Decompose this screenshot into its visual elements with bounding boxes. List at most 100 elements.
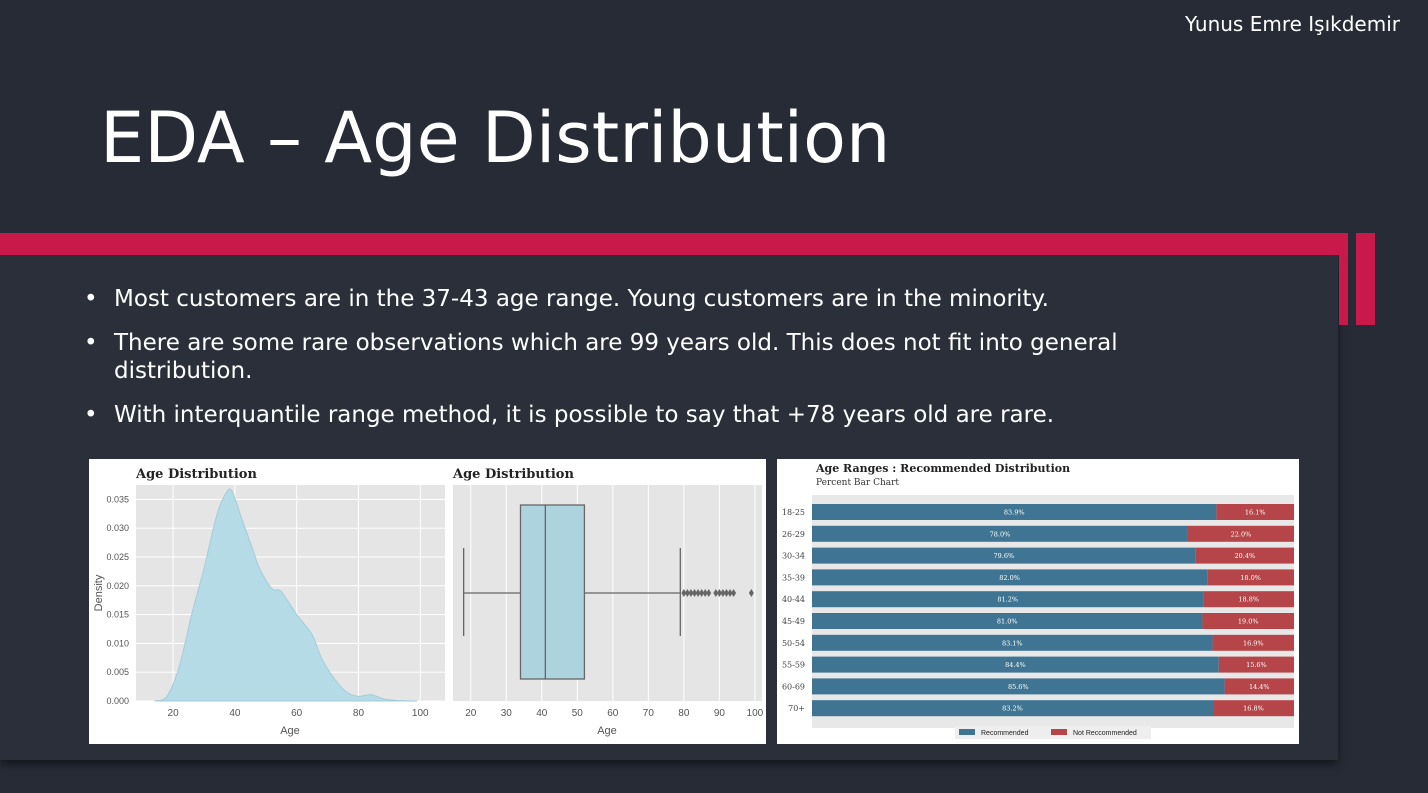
bar-segment-recommended [812,547,1196,564]
slide-title: EDA – Age Distribution [100,97,891,179]
box-outlier [723,589,729,597]
bar-data-label: 16.1% [1245,509,1266,517]
box-outlier [681,589,687,597]
box-xtick-label: 40 [536,708,548,719]
box-outlier [684,589,690,597]
box-outlier [713,589,719,597]
bar-segment-not-recommended [1218,656,1294,673]
bar-segment-not-recommended [1213,700,1294,717]
box-outlier [699,589,705,597]
box-xtick-label: 20 [465,708,477,719]
kde-xtick-label: 80 [353,708,365,719]
bar-category-label: 55-59 [782,661,805,670]
bar-segment-not-recommended [1224,678,1294,695]
kde-density-area [154,488,418,702]
bar-segment-recommended [812,569,1208,586]
bar-data-label: 83.2% [1002,705,1023,713]
legend-swatch-not-recommended [1051,729,1067,735]
bar-segment-not-recommended [1216,504,1294,520]
bar-category-label: 70+ [788,704,805,713]
bar-segment-not-recommended [1212,634,1294,651]
bar-segment-recommended [812,613,1203,629]
accent-bar [1339,233,1348,325]
box-outlier [692,589,698,597]
box-xtick-label: 100 [747,708,764,719]
bar-segment-recommended [812,525,1188,542]
bar-segment-not-recommended [1207,569,1294,586]
bar-data-label: 81.2% [997,596,1018,604]
bar-category-label: 35-39 [782,573,805,582]
bar-segment-not-recommended [1187,525,1294,542]
bar-segment-recommended [812,591,1204,608]
bar-segment-recommended [812,634,1213,651]
box-outlier [716,589,722,597]
box-outlier [702,589,708,597]
kde-ylabel: Density [93,574,105,611]
box-outlier [720,589,726,597]
bar-data-label: 84.4% [1005,661,1026,669]
bar-data-label: 19.0% [1238,618,1259,626]
box-outlier [727,589,733,597]
bar-data-label: 14.4% [1249,683,1270,691]
bar-data-label: 15.6% [1246,661,1267,669]
bar-segment-not-recommended [1202,613,1294,629]
bullet-item: Most customers are in the 37-43 age rang… [82,285,1222,313]
box-outlier [748,589,754,597]
box-xtick-label: 70 [643,708,655,719]
kde-xlabel: Age [280,725,300,737]
bar-category-label: 40-44 [782,595,805,604]
box-xtick-label: 50 [572,708,584,719]
kde-chart: 20 40 60 80 100 0.000 0.005 0.010 0.015 0.020 0.0… [93,467,764,737]
legend-swatch-recommended [959,729,975,735]
bar-category-label: 45-49 [782,617,805,626]
bar-segment-recommended [812,656,1219,673]
bar-data-label: 16.8% [1243,705,1264,713]
kde-ytick-label: 0.005 [106,667,129,677]
author-name: Yunus Emre Işıkdemir [1184,12,1400,36]
kde-ytick-label: 0.020 [106,581,129,591]
percent-bar-chart: Age Ranges : Recommended Distribution Pe… [782,462,1294,739]
box-title: Age Distribution [452,467,574,482]
kde-ytick-label: 0.030 [106,523,129,533]
kde-title: Age Distribution [135,467,257,482]
box-xtick-label: 30 [501,708,513,719]
bar-category-label: 30-34 [782,552,805,561]
kde-ytick-label: 0.015 [106,610,129,620]
accent-bar [1356,233,1375,325]
bar-segment-recommended [812,678,1225,695]
box-xtick-label: 90 [714,708,726,719]
kde-ytick-label: 0.025 [106,552,129,562]
box-outlier [706,589,712,597]
bar-category-label: 18-25 [782,508,805,517]
bullet-item: With interquantile range method, it is p… [82,401,1222,429]
box-outlier [695,589,701,597]
box-outlier [731,589,737,597]
kde-ytick-label: 0.000 [106,696,129,706]
bar-data-label: 81.0% [997,618,1018,626]
bar-data-label: 16.9% [1243,639,1264,647]
bar-legend: Recommended Not Reccommended [955,726,1151,739]
kde-ytick-label: 0.035 [106,494,129,504]
kde-xtick-label: 40 [229,708,241,719]
age-ranges-panel: Age Ranges : Recommended Distribution Pe… [777,459,1299,744]
bullet-list: Most customers are in the 37-43 age rang… [82,285,1222,445]
kde-xtick-label: 100 [412,708,429,719]
bar-category-label: 50-54 [782,639,805,648]
box-xlabel: Age [597,725,617,737]
bar-category-label: 60-69 [782,682,805,691]
bar-data-label: 78.0% [990,530,1011,538]
bullet-item: There are some rare observations which a… [82,329,1222,385]
box-iqr [519,504,586,680]
legend-label-not-recommended: Not Reccommended [1073,730,1137,737]
bar-segment-recommended [812,504,1217,520]
kde-ytick-label: 0.010 [106,638,129,648]
legend-label-recommended: Recommended [981,730,1029,737]
bar-title: Age Ranges : Recommended Distribution [815,462,1070,475]
bar-subtitle: Percent Bar Chart [816,478,899,488]
bar-data-label: 85.6% [1008,683,1029,691]
bar-data-label: 18.8% [1238,596,1259,604]
bar-data-label: 22.0% [1231,530,1252,538]
bar-segment-recommended [812,700,1214,717]
bar-data-label: 82.0% [999,574,1020,582]
bar-segment-not-recommended [1195,547,1294,564]
